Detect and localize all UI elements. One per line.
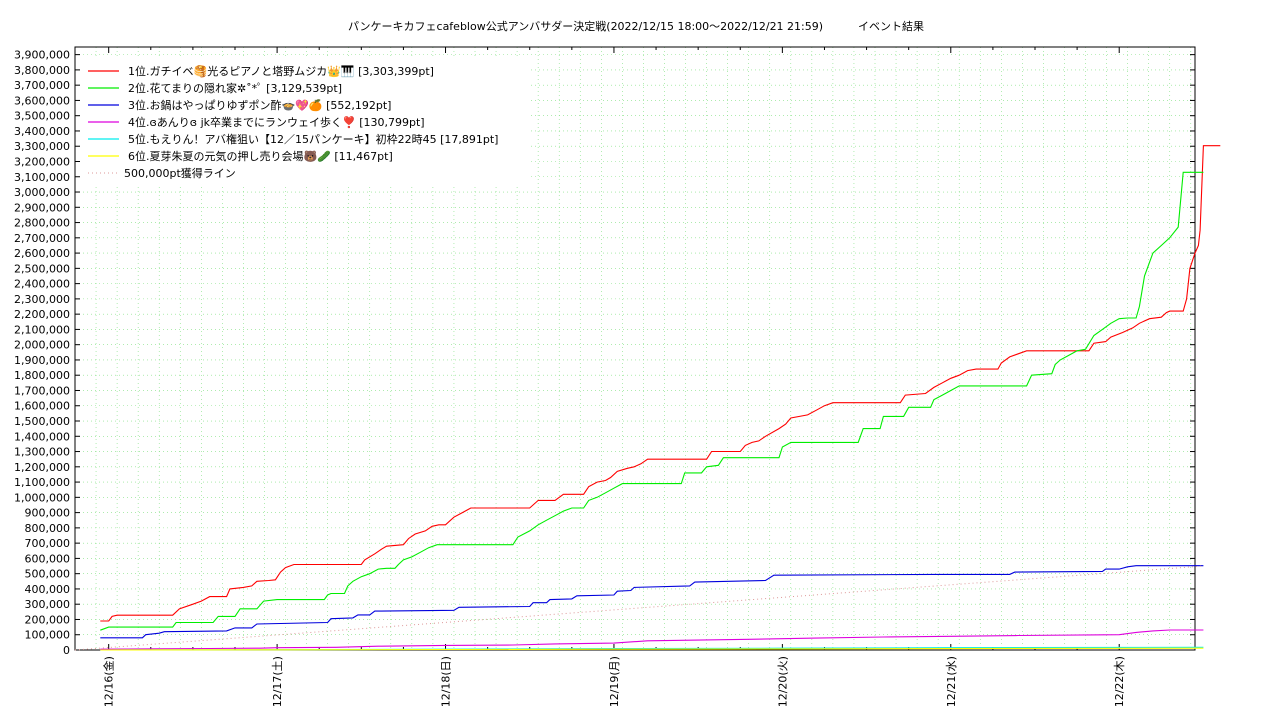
y-tick-label: 1,800,000	[14, 369, 70, 382]
y-tick-label: 1,200,000	[14, 461, 70, 474]
y-tick-label: 1,500,000	[14, 415, 70, 428]
legend-label: 4位.ɞあんりɞ jk卒業までにランウェイ歩く❣️ [130,799pt]	[128, 115, 425, 129]
y-tick-label: 3,700,000	[14, 79, 70, 92]
axes	[74, 46, 1196, 651]
series-line	[74, 565, 1204, 651]
legend-label: 5位.もえりん！アバ権狙い【12／15パンケーキ】初枠22時45 [17,891…	[128, 132, 498, 146]
legend-background	[80, 56, 530, 184]
series-line	[100, 565, 1204, 639]
y-tick-label: 2,100,000	[14, 323, 70, 336]
legend: 1位.ガチイベ🥞光るピアノと塔野ムジカ👑🎹 [3,303,399pt] 2位.花て…	[80, 56, 530, 184]
y-tick-label: 2,700,000	[14, 232, 70, 245]
y-tick-label: 2,200,000	[14, 308, 70, 321]
legend-label: 3位.お鍋はやっぱりゆずポン酢🍲💖🍊 [552,192pt]	[128, 98, 391, 112]
y-axis-ticks: 0 100,000 200,000 300,000 400,000 500,000 600,…	[14, 49, 1195, 657]
x-tick-label: 12/20(火)	[776, 656, 789, 707]
x-axis-ticks: 12/16(金) 12/17(土) 12/18(日) 12/19(月) 12/20(火)…	[102, 47, 1126, 707]
y-tick-label: 3,800,000	[14, 64, 70, 77]
y-tick-label: 300,000	[25, 598, 71, 611]
y-tick-label: 600,000	[25, 552, 71, 565]
y-tick-label: 0	[63, 644, 70, 657]
series-lines	[74, 145, 1221, 651]
x-tick-label: 12/19(月)	[608, 656, 621, 707]
y-tick-label: 3,100,000	[14, 171, 70, 184]
y-tick-label: 2,000,000	[14, 339, 70, 352]
y-tick-label: 3,200,000	[14, 155, 70, 168]
y-tick-label: 200,000	[25, 613, 71, 626]
legend-label: 6位.夏芽朱夏の元気の押し売り会場🐻🥒 [11,467pt]	[128, 149, 393, 163]
legend-label: 1位.ガチイベ🥞光るピアノと塔野ムジカ👑🎹 [3,303,399pt]	[128, 64, 434, 79]
x-tick-label: 12/22(木)	[1113, 656, 1126, 707]
y-tick-label: 3,900,000	[14, 49, 70, 62]
x-tick-label: 12/18(日)	[440, 656, 453, 707]
y-tick-label: 2,500,000	[14, 262, 70, 275]
y-tick-label: 3,000,000	[14, 186, 70, 199]
legend-label: 2位.花てまりの隠れ家✲˚*ﾟ [3,129,539pt]	[128, 81, 342, 95]
y-tick-label: 3,500,000	[14, 110, 70, 123]
y-tick-label: 900,000	[25, 507, 71, 520]
y-tick-label: 2,800,000	[14, 217, 70, 230]
y-tick-label: 3,300,000	[14, 140, 70, 153]
y-tick-label: 3,600,000	[14, 94, 70, 107]
y-tick-label: 3,400,000	[14, 125, 70, 138]
y-tick-label: 1,900,000	[14, 354, 70, 367]
y-tick-label: 1,600,000	[14, 400, 70, 413]
y-tick-label: 100,000	[25, 629, 71, 642]
y-tick-label: 2,900,000	[14, 201, 70, 214]
y-tick-label: 1,000,000	[14, 491, 70, 504]
x-tick-label: 12/16(金)	[102, 656, 116, 707]
series-line	[100, 171, 1204, 631]
y-tick-label: 2,300,000	[14, 293, 70, 306]
y-tick-label: 500,000	[25, 568, 71, 581]
y-tick-label: 2,400,000	[14, 278, 70, 291]
legend-label: 500,000pt獲得ライン	[124, 167, 236, 180]
plot-frame	[74, 46, 1196, 651]
x-tick-label: 12/17(土)	[271, 656, 284, 707]
y-tick-label: 1,700,000	[14, 384, 70, 397]
chart-title: パンケーキカフェcafeblow公式アンバサダー決定戦(2022/12/15 1…	[347, 20, 925, 33]
y-tick-label: 2,600,000	[14, 247, 70, 260]
y-tick-label: 1,100,000	[14, 476, 70, 489]
y-tick-label: 400,000	[25, 583, 71, 596]
series-line	[100, 647, 1204, 651]
series-line	[100, 145, 1221, 622]
y-tick-label: 700,000	[25, 537, 71, 550]
series-line	[100, 629, 1204, 650]
x-tick-label: 12/21(水)	[945, 656, 958, 707]
y-tick-label: 1,300,000	[14, 446, 70, 459]
y-tick-label: 800,000	[25, 522, 71, 535]
y-tick-label: 1,400,000	[14, 430, 70, 443]
